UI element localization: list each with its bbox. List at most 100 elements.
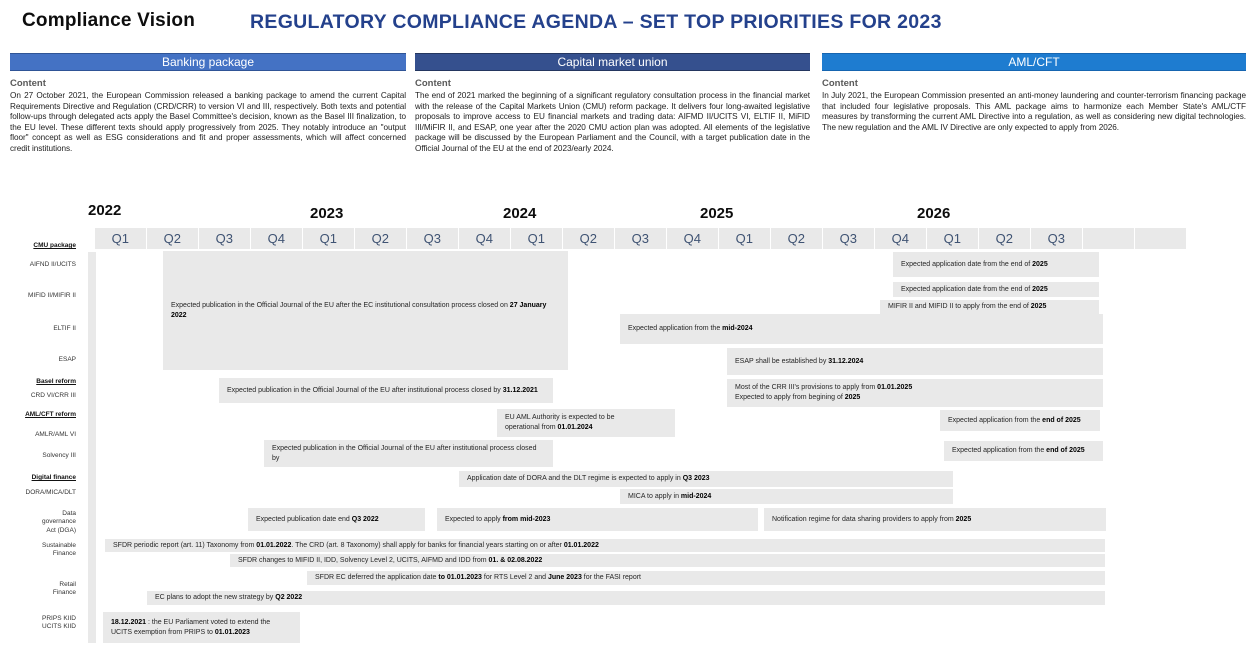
quarter-cell-8-Q1: Q1 [511,228,562,249]
bar-line: Expected publication in the Official Jou… [227,386,538,394]
bar-prips-ucits-exemption: 18.12.2021 : the EU Parliament voted to … [103,612,300,643]
bar-line: Expected application from the end of 202… [948,416,1081,424]
year-label-2026: 2026 [917,205,951,222]
bar-line: Expected publication date end Q3 2022 [256,515,379,523]
section-header-capital-market-union: Capital market union [415,53,810,71]
bar-line: Expected application date from the end o… [901,260,1048,268]
quarter-cell-20-blank [1135,228,1186,249]
year-label-2022: 2022 [88,202,122,219]
bar-aifnd-application-2025: Expected application date from the end o… [893,252,1099,277]
bar-line: ESAP shall be established by 31.12.2024 [735,357,864,365]
bar-line: MICA to apply in mid-2024 [628,492,712,500]
bar-solvency-application-2025: Expected application from the end of 202… [944,441,1103,461]
quarter-cell-15-Q4: Q4 [875,228,926,249]
bar-line: Application date of DORA and the DLT reg… [467,475,710,483]
content-label-capital-market-union: Content [415,78,451,89]
content-label-aml-cft: Content [822,78,858,89]
quarter-cell-11-Q4: Q4 [667,228,718,249]
section-banking-package: Banking package Content On 27 October 2021… [10,53,406,154]
quarter-cell-7-Q4: Q4 [459,228,510,249]
bar-line: Expected to apply from begining of 2025 [735,394,861,401]
quarter-cell-5-Q2: Q2 [355,228,406,249]
quarter-cell-9-Q2: Q2 [563,228,614,249]
quarter-cell-19-blank [1083,228,1134,249]
sidebar-item-sustainable-finance: Sustainable Finance [42,542,76,558]
quarter-cell-3-Q4: Q4 [251,228,302,249]
bar-mica-apply-mid-2024: MICA to apply in mid-2024 [620,489,953,504]
bar-sfdr-periodic-report: SFDR periodic report (art. 11) Taxonomy … [105,539,1105,552]
quarter-cell-12-Q1: Q1 [719,228,770,249]
bar-dga-notification-regime: Notification regime for data sharing pro… [764,508,1106,531]
sidebar-item-dora-mica-dlt: DORA/MICA/DLT [25,489,76,496]
quarter-cell-17-Q2: Q2 [979,228,1030,249]
bar-eu-aml-authority: EU AML Authority is expected to be operat… [497,409,675,437]
quarter-cell-6-Q3: Q3 [407,228,458,249]
bar-mifid-application-2025: Expected application date from the end o… [893,282,1099,297]
bar-line: SFDR EC deferred the application date to… [315,574,641,582]
bar-aml-application-end-2025: Expected application from the end of 202… [940,410,1100,431]
bar-crr-provisions-apply: Most of the CRR III's provisions to appl… [727,379,1103,407]
bar-line: Expected application from the end of 202… [952,447,1085,455]
section-header-aml-cft: AML/CFT [822,53,1246,71]
sidebar-item-mifid-ii-mifir-ii: MIFID II/MIFIR II [27,292,76,299]
year-label-2023: 2023 [310,205,344,222]
quarter-cell-16-Q1: Q1 [927,228,978,249]
sidebar-item-aml-cft-reform: AML/CFT reform [25,411,76,418]
bar-dga-publication-q3-2022: Expected publication date end Q3 2022 [248,508,425,531]
sidebar-item-amlr-aml-vi: AMLR/AML VI [35,431,76,438]
bar-line: EC plans to adopt the new strategy by Q2… [155,594,303,602]
bar-esap-established-31-12-2024: ESAP shall be established by 31.12.2024 [727,348,1103,375]
quarter-cell-1-Q2: Q2 [147,228,198,249]
sidebar-item-basel-reform: Basel reform [36,378,76,385]
bar-line: Expected to apply from mid-2023 [445,515,551,523]
bar-line: SFDR changes to MIFID II, IDD, Solvency … [238,556,543,564]
bar-dora-dlt-application: Application date of DORA and the DLT reg… [459,471,953,487]
bar-line: Most of the CRR III's provisions to appl… [735,384,913,392]
bar-line: MIFIR II and MIFID II to apply from the … [888,303,1047,311]
bar-line: Expected application date from the end o… [901,285,1048,293]
bar-sfdr-deferred-application: SFDR EC deferred the application date to… [307,571,1105,585]
quarter-cell-14-Q3: Q3 [823,228,874,249]
bar-line: operational from 01.01.2024 [505,424,593,431]
bar-line: 18.12.2021 : the EU Parliament voted to … [111,618,271,626]
bar-ec-retail-strategy: EC plans to adopt the new strategy by Q2… [147,591,1105,605]
bar-line: EU AML Authority is expected to be [505,414,615,422]
sidebar-item-crd-vi-crr-iii: CRD VI/CRR III [30,392,76,399]
bar-oj-publication-consultation: Expected publication in the Official Jou… [163,251,568,370]
year-label-2024: 2024 [503,205,537,222]
page-title: REGULATORY COMPLIANCE AGENDA – SET TOP P… [250,11,942,33]
sidebar-item-eltif-ii: ELTIF II [53,325,76,332]
section-aml-cft: AML/CFT Content In July 2021, the European… [822,53,1246,133]
section-capital-market-union: Capital market union Content The end of 20… [415,53,810,154]
sidebar-item-aifnd-ii-ucits: AIFND II/UCITS [29,261,76,268]
bar-line: SFDR periodic report (art. 11) Taxonomy … [113,541,599,549]
section-header-banking-package: Banking package [10,53,406,71]
quarter-cell-18-Q3: Q3 [1031,228,1082,249]
bar-line: Expected publication in the Official Jou… [272,444,537,462]
year-label-2025: 2025 [700,205,734,222]
row-gutter-strip [88,252,96,643]
bar-line: Expected publication in the Official Jou… [171,301,547,319]
bar-dga-apply-mid-2023: Expected to apply from mid-2023 [437,508,758,531]
quarter-cell-13-Q2: Q2 [771,228,822,249]
bar-line: Notification regime for data sharing pro… [772,515,972,523]
sidebar-item-prips-ucits-kiid: PRIPS KIID UCITS KIID [42,615,76,631]
bar-eltif-application-mid-2024: Expected application from the mid-2024 [620,314,1103,344]
sidebar-item-cmu-package: CMU package [33,242,76,249]
sidebar-item-retail-finance: Retail Finance [52,581,76,597]
sidebar-item-data-governance-act: Data governance Act (DGA) [42,510,76,534]
app-logo-text: Compliance Vision [22,10,196,31]
section-body-aml-cft: In July 2021, the European Commission pr… [822,91,1246,132]
section-body-banking-package: On 27 October 2021, the European Commiss… [10,91,406,153]
timeline-chart: 2022 2023 2024 2025 2026 Q1 Q2 Q3 Q4 Q1 Q2 Q3 Q4 Q1 Q2… [0,196,1253,651]
sidebar-item-esap: ESAP [58,356,76,363]
content-label-banking-package: Content [10,78,46,89]
bar-sfdr-changes: SFDR changes to MIFID II, IDD, Solvency … [230,554,1105,567]
sidebar-item-solvency-iii: Solvency III [42,452,76,459]
bar-solvency-oj-publication: Expected publication in the Official Jou… [264,440,553,467]
quarter-cell-2-Q3: Q3 [199,228,250,249]
sidebar-item-digital-finance: Digital finance [31,474,76,481]
bar-line: UCITS exemption from PRIPS to 01.01.2023 [111,628,250,636]
bar-mifir-mifid-apply-2025: MIFIR II and MIFID II to apply from the … [880,300,1099,314]
bar-line: Expected application from the mid-2024 [628,325,753,333]
